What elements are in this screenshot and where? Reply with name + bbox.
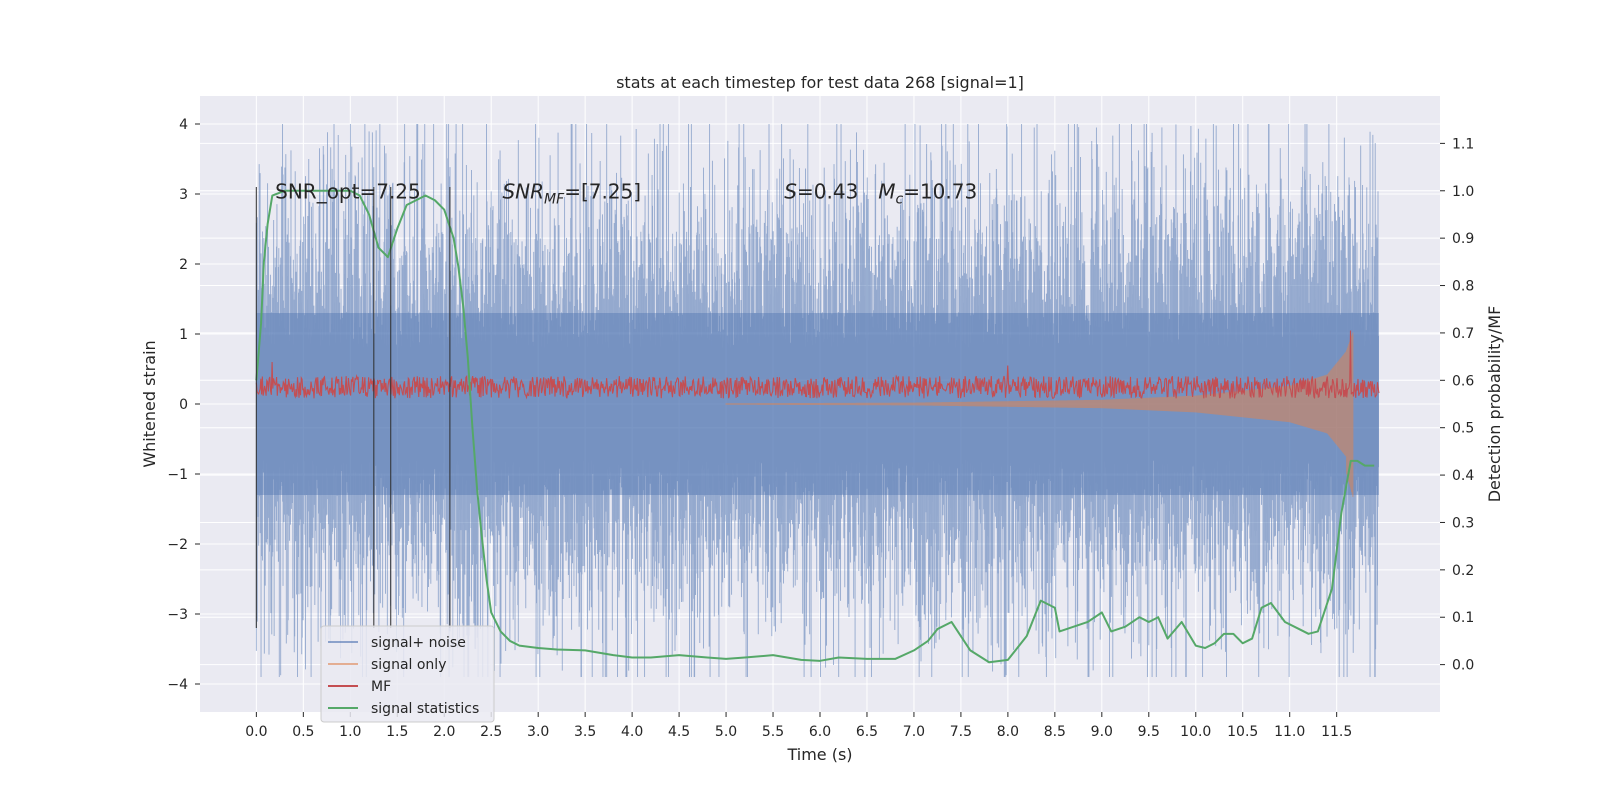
x-tick-label: 1.5 [386,724,408,740]
x-tick-label: 3.0 [527,724,549,740]
x-tick-label: 10.5 [1227,724,1258,740]
x-tick-label: 9.5 [1138,724,1160,740]
series-signal-statistics [255,189,1375,664]
signal-statistics-line [255,189,1375,664]
annotation-3: Mc=10.73 [878,180,977,208]
y-right-tick-label: 0.1 [1452,610,1474,626]
x-tick-label: 6.5 [856,724,878,740]
x-tick-label: 2.0 [433,724,455,740]
y-tick-label: 3 [179,187,188,203]
x-axis-label: Time (s) [786,745,852,764]
chart-title: stats at each timestep for test data 268… [616,73,1024,92]
y-tick-label: −3 [167,607,188,623]
x-tick-label: 11.0 [1274,724,1305,740]
x-tick-label: 0.5 [292,724,314,740]
annotation-1: SNRMF=[7.25] [502,180,641,208]
y-right-tick-label: 0.2 [1452,563,1474,579]
legend-label: signal only [371,657,446,673]
tick-labels: 0.0 0.5 1.0 1.5 2.0 2.5 3.0 3.5 4.0 4.5 5.0 5.5 6.0 6… [167,117,1474,740]
annotations: SNR_opt=7.25 SNRMF=[7.25] S=0.43 Mc=10.73 [275,180,977,208]
legend-label: signal statistics [371,701,479,717]
x-tick-label: 7.0 [903,724,925,740]
x-tick-label: 9.0 [1091,724,1113,740]
legend: signal+ noise signal only MF signal statist… [320,625,495,723]
x-tick-label: 4.5 [668,724,690,740]
y-right-tick-label: 1.0 [1452,184,1474,200]
legend-label: MF [371,679,391,695]
y-tick-label: 4 [179,117,188,133]
y-right-tick-label: 1.1 [1452,136,1474,152]
y-right-axis-label: Detection probability/MF [1485,306,1504,503]
y-tick-label: 0 [179,397,188,413]
x-tick-label: 5.5 [762,724,784,740]
x-tick-label: 0.0 [245,724,267,740]
x-tick-label: 10.0 [1180,724,1211,740]
x-tick-label: 2.5 [480,724,502,740]
x-tick-label: 8.0 [997,724,1019,740]
y-right-tick-label: 0.7 [1452,326,1474,342]
y-right-tick-label: 0.9 [1452,231,1474,247]
y-right-tick-label: 0.4 [1452,468,1474,484]
y-right-tick-label: 0.0 [1452,658,1474,674]
y-right-tick-label: 0.3 [1452,515,1474,531]
y-tick-label: 2 [179,257,188,273]
y-tick-label: −4 [167,677,188,693]
annotation-0: SNR_opt=7.25 [275,180,421,204]
legend-box [320,625,495,723]
x-tick-label: 4.0 [621,724,643,740]
x-tick-label: 1.0 [339,724,361,740]
chirp-trace [725,332,1354,498]
y-axis-label: Whitened strain [140,340,159,467]
series-mf [255,330,1380,400]
y-tick-label: 1 [179,327,188,343]
annotation-2: S=0.43 [784,180,858,204]
x-tick-label: 11.5 [1321,724,1352,740]
series-clip-group [255,124,1380,677]
series-signal-only [725,332,1354,498]
x-tick-label: 3.5 [574,724,596,740]
y-right-tick-label: 0.8 [1452,279,1474,295]
x-tick-label: 8.5 [1044,724,1066,740]
legend-label: signal+ noise [371,635,466,651]
y-right-tick-label: 0.5 [1452,421,1474,437]
y-right-tick-label: 0.6 [1452,373,1474,389]
x-tick-label: 5.0 [715,724,737,740]
vertical-markers [255,187,451,628]
x-tick-label: 6.0 [809,724,831,740]
y-tick-label: −1 [167,467,188,483]
series-layer [255,124,1380,677]
x-tick-label: 7.5 [950,724,972,740]
y-tick-label: −2 [167,537,188,553]
mf-trace [255,330,1380,400]
